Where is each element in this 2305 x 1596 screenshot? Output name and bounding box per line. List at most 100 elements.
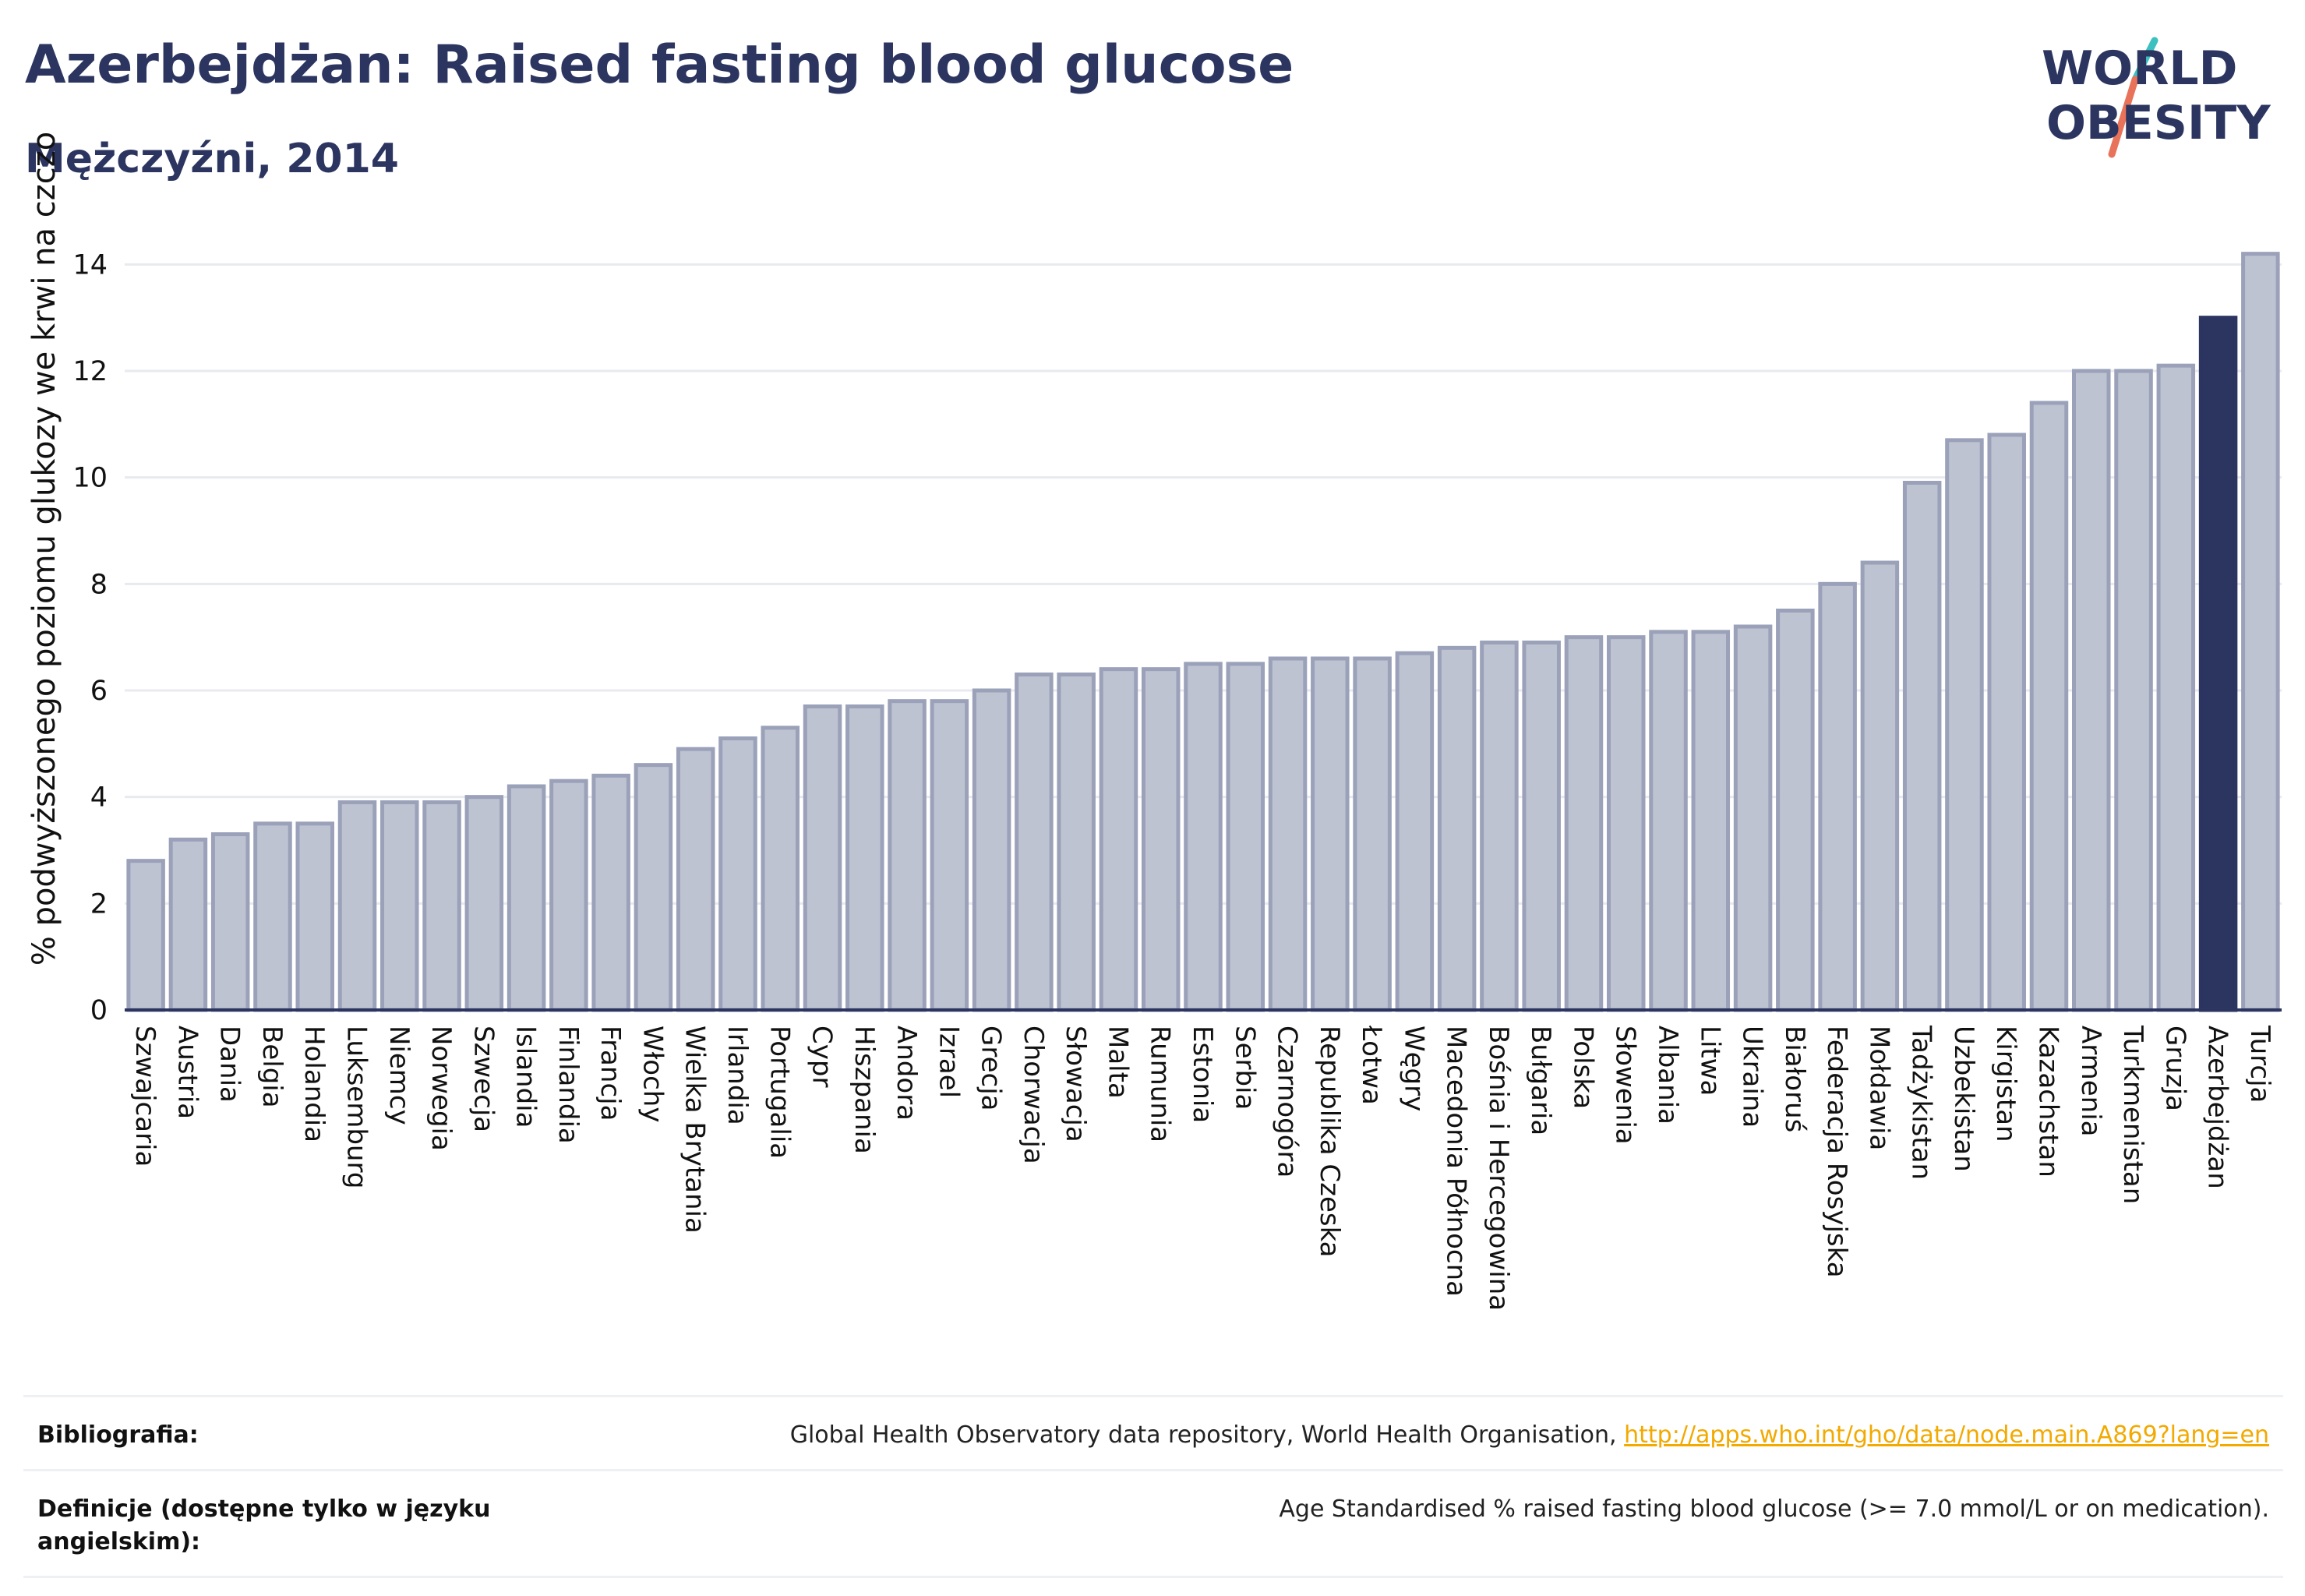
bar[interactable] xyxy=(210,832,250,1012)
x-tick-label: Turcja xyxy=(2244,1025,2275,1103)
bar[interactable] xyxy=(972,688,1011,1012)
bar[interactable] xyxy=(422,800,461,1012)
bar[interactable] xyxy=(337,800,377,1012)
bar[interactable] xyxy=(1057,673,1096,1012)
y-tick-label: 12 xyxy=(72,356,108,387)
x-tick-label: Łotwa xyxy=(1356,1025,1387,1105)
bar[interactable] xyxy=(761,726,800,1012)
x-tick-label: Uzbekistan xyxy=(1948,1026,1979,1172)
x-tick-label: Białoruś xyxy=(1779,1026,1810,1132)
x-tick-label: Holandia xyxy=(298,1026,330,1142)
bar[interactable] xyxy=(676,747,715,1012)
x-tick-label: Finlandia xyxy=(552,1026,584,1144)
x-tick-label: Republika Czeska xyxy=(1314,1026,1345,1258)
bar[interactable] xyxy=(1945,438,1984,1012)
bar[interactable] xyxy=(2114,369,2153,1012)
bibliography-value: Global Health Observatory data repositor… xyxy=(790,1419,2269,1452)
definitions-row: Definicje (dostępne tylko w języku angie… xyxy=(23,1469,2283,1578)
logo-line1: WORLD xyxy=(2042,41,2237,96)
bar[interactable] xyxy=(1353,656,1392,1012)
bar[interactable] xyxy=(126,859,165,1012)
bar[interactable] xyxy=(1902,481,1942,1012)
x-tick-label: Kirgistan xyxy=(1990,1026,2021,1142)
bar[interactable] xyxy=(1015,673,1054,1012)
bar[interactable] xyxy=(1860,560,1900,1012)
definitions-value: Age Standardised % raised fasting blood … xyxy=(1279,1495,2269,1523)
bar[interactable] xyxy=(803,704,842,1012)
x-tick-label: Słowacja xyxy=(1060,1026,1091,1142)
y-tick-label: 14 xyxy=(72,249,108,281)
x-tick-label: Grecja xyxy=(976,1026,1007,1110)
x-tick-label: Andora xyxy=(891,1026,922,1121)
x-tick-label: Niemcy xyxy=(383,1026,415,1125)
bibliography-text: Global Health Observatory data repositor… xyxy=(789,1421,1617,1449)
bars xyxy=(126,252,2280,1012)
y-tick-labels: 0 2 4 6 8 10 12 14 xyxy=(72,249,108,1026)
bar[interactable] xyxy=(464,795,504,1012)
x-tick-label: Wielka Brytania xyxy=(679,1026,711,1234)
bar[interactable] xyxy=(1184,662,1223,1012)
bar[interactable] xyxy=(888,699,927,1012)
x-tick-label: Macedonia Północna xyxy=(1441,1026,1472,1297)
bar[interactable] xyxy=(168,837,208,1012)
definitions-label: Definicje (dostępne tylko w języku angie… xyxy=(37,1495,491,1555)
x-tick-label: Portugalia xyxy=(764,1026,795,1159)
bar[interactable] xyxy=(253,821,292,1012)
bar[interactable] xyxy=(634,763,673,1012)
x-tick-label: Szwajcaria xyxy=(129,1026,161,1167)
bar-chart: 0 2 4 6 8 10 12 14 Szwajcaria Austria Dania Belgia… xyxy=(26,132,2282,1311)
bar[interactable] xyxy=(1691,630,1731,1012)
bibliography-row: Bibliografia: Global Health Observatory … xyxy=(23,1395,2283,1469)
x-tick-label: Serbia xyxy=(1229,1026,1260,1110)
bar[interactable] xyxy=(2029,401,2069,1012)
bar[interactable] xyxy=(2156,363,2196,1012)
bar[interactable] xyxy=(930,699,969,1012)
bar[interactable] xyxy=(1311,656,1350,1012)
bar[interactable] xyxy=(507,784,546,1012)
bar-highlight[interactable] xyxy=(2198,316,2238,1012)
x-tick-label: Gruzja xyxy=(2159,1026,2190,1111)
bar[interactable] xyxy=(1480,641,1519,1012)
y-axis-label: % podwyższonego poziomu glukozy we krwi … xyxy=(26,132,62,966)
bar[interactable] xyxy=(1649,630,1688,1012)
x-tick-label: Austria xyxy=(171,1026,203,1119)
y-tick-label: 10 xyxy=(72,463,108,494)
bar[interactable] xyxy=(1606,635,1646,1012)
chart-subtitle: Mężczyźni, 2014 xyxy=(25,136,399,182)
bar[interactable] xyxy=(549,779,588,1012)
bibliography-link[interactable]: http://apps.who.int/gho/data/node.main.A… xyxy=(1624,1421,2269,1449)
bar[interactable] xyxy=(1818,581,1857,1012)
bar[interactable] xyxy=(845,704,884,1012)
x-tick-label: Czarnogóra xyxy=(1272,1026,1303,1178)
bar[interactable] xyxy=(591,773,630,1012)
logo-slash-teal xyxy=(2131,37,2159,83)
x-tick-label: Estonia xyxy=(1187,1026,1218,1123)
y-tick-label: 0 xyxy=(90,995,108,1026)
bar[interactable] xyxy=(1522,641,1561,1012)
bar[interactable] xyxy=(2241,252,2280,1012)
bar[interactable] xyxy=(1226,662,1265,1012)
x-tick-label: Belgia xyxy=(256,1026,288,1108)
bar[interactable] xyxy=(1268,656,1308,1012)
bar[interactable] xyxy=(1437,645,1477,1012)
x-tick-label: Węgry xyxy=(1398,1026,1429,1111)
world-obesity-logo[interactable]: WORLD OBESITY xyxy=(2026,31,2291,164)
x-tick-label: Cypr xyxy=(807,1026,838,1087)
bar[interactable] xyxy=(1099,667,1138,1012)
bar[interactable] xyxy=(1776,609,1815,1012)
bar[interactable] xyxy=(718,736,757,1012)
bar[interactable] xyxy=(1141,667,1181,1012)
x-tick-label: Federacja Rosyjska xyxy=(1821,1026,1852,1278)
bar[interactable] xyxy=(380,800,419,1012)
x-tick-label: Polska xyxy=(1567,1026,1598,1109)
bar[interactable] xyxy=(295,821,334,1012)
bar[interactable] xyxy=(1564,635,1604,1012)
bar[interactable] xyxy=(1733,624,1773,1012)
bar[interactable] xyxy=(1395,651,1435,1012)
x-tick-label: Dania xyxy=(214,1026,245,1103)
bar[interactable] xyxy=(1987,433,2026,1012)
x-tick-label: Bośnia i Hercegowina xyxy=(1483,1026,1514,1311)
bar[interactable] xyxy=(2072,369,2111,1012)
x-tick-label: Islandia xyxy=(510,1026,542,1128)
x-tick-label: Ukraina xyxy=(1737,1026,1768,1128)
